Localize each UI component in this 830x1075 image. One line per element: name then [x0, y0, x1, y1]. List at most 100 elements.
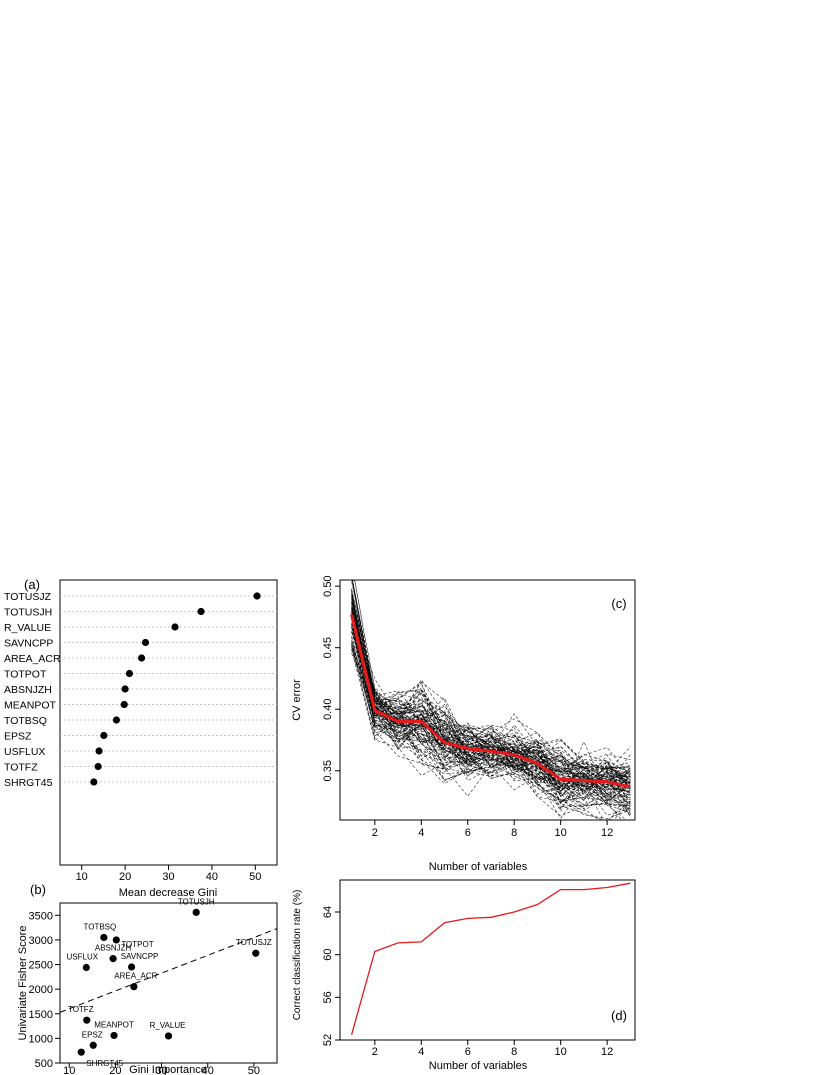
- point-label: TOTFZ: [68, 1005, 94, 1014]
- cv-run-line: [351, 623, 631, 786]
- panel-a-gini-dotchart: (a) Mean decrease Gini TOTUSJZ TOTUSJH R_V…: [4, 577, 278, 899]
- panel-d-frame: [339, 879, 636, 1041]
- cv-run-line: [351, 623, 631, 810]
- cv-run-line: [351, 609, 631, 771]
- cv-run-line: [351, 645, 631, 820]
- cv-run-line: [351, 592, 631, 820]
- data-point: [120, 700, 128, 709]
- cv-run-line: [351, 594, 631, 770]
- data-point: [121, 685, 129, 693]
- x-tick-label: 20: [119, 871, 131, 883]
- cv-run-line: [351, 580, 631, 788]
- cv-run-line: [351, 581, 631, 792]
- x-tick-label: 30: [155, 1065, 167, 1075]
- cv-run-line: [351, 611, 631, 803]
- data-point: [90, 778, 98, 786]
- y-tick-label: 0.35: [322, 760, 334, 781]
- cv-run-line: [351, 616, 631, 807]
- cv-run-line: [351, 601, 631, 785]
- point-label: TOTPOT: [121, 940, 153, 949]
- classification-rate-line: [350, 882, 631, 1035]
- y-tick-label: 56: [322, 991, 334, 1003]
- x-tick-label: 10: [555, 827, 567, 839]
- category-label: USFLUX: [4, 746, 45, 758]
- category-label: MEANPOT: [4, 700, 57, 712]
- cv-run-line: [351, 623, 631, 785]
- cv-run-line: [351, 632, 631, 806]
- data-point: [100, 933, 108, 942]
- x-tick-label: 10: [555, 1046, 567, 1058]
- data-point: [83, 1016, 91, 1024]
- data-point: [127, 963, 136, 971]
- panel-d-classification-rate-chart: (d) Number of variables Correct classifi…: [292, 879, 636, 1072]
- panel-b-fisher-vs-gini-scatter: (b) Gini Importance Univariate Fisher Sc…: [17, 882, 278, 1075]
- mean-cv-error-line: [350, 614, 631, 789]
- y-tick-label: 0.45: [322, 637, 334, 658]
- category-label: R_VALUE: [4, 622, 51, 634]
- point-label: TOTUSJH: [178, 897, 215, 906]
- x-tick-label: 6: [465, 827, 471, 839]
- y-tick-label: 1500: [29, 1009, 53, 1021]
- x-tick-label: 30: [162, 871, 174, 883]
- x-tick-label: 10: [76, 871, 88, 883]
- panel-b-label: (b): [30, 882, 46, 897]
- x-tick-label: 10: [63, 1065, 75, 1075]
- cv-run-line: [351, 617, 631, 793]
- x-tick-label: 12: [601, 827, 613, 839]
- cv-run-line: [351, 611, 631, 802]
- panel-b-frame: [59, 902, 278, 1064]
- panel-c-cv-error-chart: (c) Number of variables CV error 2 4 6 8 10 1…: [291, 575, 636, 873]
- category-label: TOTUSJH: [4, 607, 52, 619]
- panel-c-label: (c): [611, 596, 626, 611]
- x-tick-label: 8: [511, 1046, 517, 1058]
- point-label: SHRGT45: [86, 1059, 123, 1068]
- data-point: [82, 963, 90, 972]
- panel-d-x-axis-title: Number of variables: [429, 1060, 528, 1072]
- x-tick-label: 40: [206, 871, 218, 883]
- y-tick-label: 2500: [29, 960, 53, 972]
- cv-run-line: [352, 580, 631, 779]
- cv-run-line: [351, 580, 631, 789]
- y-tick-label: 0.50: [322, 575, 334, 596]
- panel-c-frame: [339, 579, 636, 821]
- cv-run-line: [351, 612, 631, 777]
- point-label: R_VALUE: [150, 1021, 186, 1030]
- cv-run-line: [351, 617, 631, 795]
- panel-b-x-axis-title: Gini Importance: [129, 1064, 207, 1075]
- cv-run-line: [351, 614, 631, 802]
- data-point: [192, 908, 200, 916]
- panel-a-label: (a): [24, 577, 40, 592]
- cv-run-line: [351, 647, 631, 791]
- data-point: [171, 623, 179, 631]
- cv-run-line: [351, 623, 631, 804]
- panel-b-y-axis-title: Univariate Fisher Score: [17, 926, 29, 1041]
- point-label: EPSZ: [82, 1030, 103, 1039]
- panel-d-label: (d): [611, 1008, 627, 1023]
- cv-run-line: [351, 599, 631, 784]
- category-label: AREA_ACR: [4, 653, 61, 665]
- cv-run-line: [351, 588, 631, 788]
- cv-run-line: [351, 614, 631, 804]
- x-tick-label: 2: [372, 827, 378, 839]
- data-point: [112, 936, 120, 944]
- data-point: [197, 607, 205, 616]
- cv-run-line: [351, 642, 631, 820]
- y-tick-label: 1000: [29, 1033, 53, 1045]
- data-point: [253, 592, 261, 600]
- category-label: TOTPOT: [4, 669, 47, 681]
- data-point: [109, 955, 117, 963]
- cv-run-line: [351, 597, 631, 788]
- cv-run-line: [351, 603, 631, 764]
- x-tick-label: 8: [511, 827, 517, 839]
- cv-run-line: [351, 644, 631, 803]
- data-point: [110, 1031, 118, 1040]
- y-tick-label: 3500: [29, 910, 53, 922]
- data-point: [112, 716, 121, 724]
- cv-runs-group: [350, 580, 631, 820]
- x-tick-label: 40: [202, 1065, 214, 1075]
- category-label: SHRGT45: [4, 777, 53, 789]
- cv-run-line: [351, 603, 631, 817]
- cv-run-line: [352, 580, 631, 783]
- category-label: EPSZ: [4, 731, 32, 743]
